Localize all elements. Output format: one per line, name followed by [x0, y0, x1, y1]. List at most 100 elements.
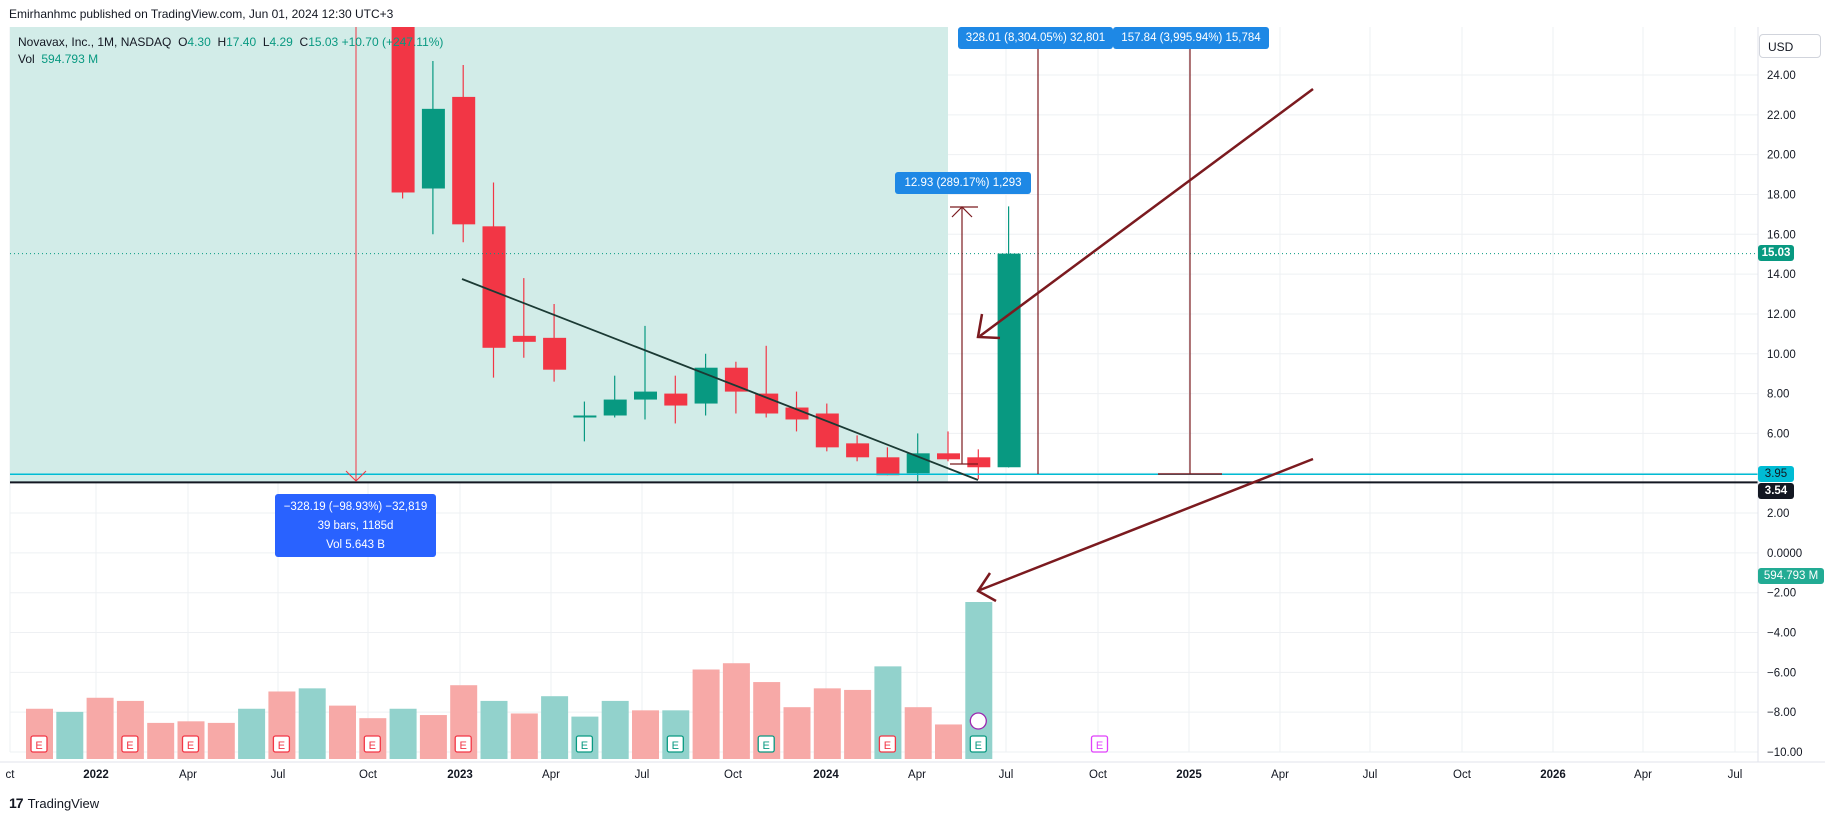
tradingview-icon: 17	[9, 795, 24, 811]
time-axis-label: Oct	[724, 769, 743, 781]
measurement-shade	[10, 27, 948, 482]
legend-low: 4.29	[269, 35, 293, 49]
price-axis-label: 16.00	[1767, 229, 1796, 241]
candle-body	[997, 253, 1021, 468]
volume-bars	[26, 602, 993, 759]
candle-body	[755, 393, 779, 414]
time-axis-label: Jul	[1728, 769, 1743, 781]
price-axis-label: 0.0000	[1767, 548, 1802, 560]
candle-body	[421, 108, 445, 189]
earnings-marker	[121, 735, 139, 753]
measure-drop-line1: −328.19 (−98.93%) −32,819	[283, 501, 428, 513]
volume-bar	[783, 707, 811, 759]
price-axis-label: −6.00	[1767, 667, 1796, 679]
volume-bar	[965, 602, 993, 759]
candle-body	[603, 399, 627, 416]
legend-high: 17.40	[226, 35, 257, 49]
chart-area[interactable]: E E E E E E E E E E E E 24.00 22.00 20.00 18.00 16.00 14…	[0, 22, 1835, 787]
legend-close: 15.03	[308, 35, 339, 49]
hline-tag-1: 3.95	[1758, 466, 1794, 482]
time-axis-label: 2023	[447, 769, 473, 781]
volume-bar	[692, 669, 720, 759]
volume-bar	[419, 715, 447, 759]
time-axis-label: ct	[6, 769, 16, 781]
measure-drop-box[interactable]: −328.19 (−98.93%) −32,819 39 bars, 1185d…	[275, 494, 436, 557]
legend-symbol: Novavax, Inc., 1M, NASDAQ	[18, 35, 172, 49]
volume-bar	[86, 697, 114, 759]
currency-button[interactable]: USD	[1759, 34, 1821, 58]
arrow-to-volume	[979, 457, 1314, 592]
candle-body	[937, 453, 960, 460]
volume-bar	[298, 688, 326, 759]
earnings-marker-label: E	[672, 740, 679, 752]
earnings-marker-label: E	[369, 740, 376, 752]
volume-bar	[935, 724, 962, 759]
volume-bar	[480, 700, 508, 759]
tradingview-logo[interactable]: 17 TradingView	[9, 795, 99, 811]
earnings-marker	[363, 735, 381, 753]
candle-body	[482, 226, 506, 348]
candle-body	[452, 96, 476, 225]
earnings-marker	[181, 735, 200, 753]
time-axis-label: 2024	[813, 769, 839, 781]
price-axis-label: 8.00	[1767, 389, 1789, 401]
volume-bar	[813, 688, 841, 759]
time-axis-label: Apr	[542, 769, 560, 781]
arrow-to-candle	[979, 87, 1314, 338]
earnings-marker-label: E	[1096, 740, 1103, 752]
arrow-to-volume-head	[976, 572, 997, 603]
candle-body	[573, 415, 597, 418]
candle-body	[543, 337, 567, 370]
candle-body	[876, 457, 900, 476]
candle-body	[664, 393, 688, 406]
earnings-marker-label: E	[763, 740, 770, 752]
horizontal-lines	[10, 253, 1758, 484]
earnings-marker-label: E	[278, 740, 285, 752]
price-axis-label: 2.00	[1767, 508, 1789, 520]
time-axis-label: Apr	[908, 769, 926, 781]
legend-high-label: H	[217, 35, 227, 49]
legend-change: +10.70 (+247.11%)	[341, 35, 444, 49]
earnings-marker-label: E	[884, 740, 891, 752]
measure-rise-arrowhead	[951, 206, 973, 218]
time-axis-label: Jul	[999, 769, 1014, 781]
candle-body	[634, 391, 657, 400]
earnings-marker-label: E	[581, 740, 588, 752]
time-axis-label: Jul	[1363, 769, 1378, 781]
chart-legend: Novavax, Inc., 1M, NASDAQ O4.30 H17.40 L…	[18, 34, 443, 68]
earnings-marker	[1090, 735, 1109, 753]
time-axis-label: Oct	[1453, 769, 1472, 781]
legend-open-label: O	[178, 35, 188, 49]
trend-drawings	[345, 27, 1314, 603]
last-price-tag: 15.03	[1758, 245, 1794, 261]
price-axis-label: 6.00	[1767, 428, 1789, 440]
measure-drop-line2: 39 bars, 1185d	[317, 520, 394, 532]
time-axis-label: 2022	[83, 769, 109, 781]
tradingview-brand: TradingView	[27, 795, 100, 811]
time-axis-label: Oct	[1089, 769, 1108, 781]
volume-bar	[601, 700, 629, 759]
volume-bar	[510, 713, 538, 759]
time-axis-label: 2026	[1540, 769, 1566, 781]
earnings-marker	[30, 735, 48, 753]
split-marker-icon	[969, 712, 987, 730]
candle-body	[846, 443, 870, 458]
volume-bar	[238, 708, 266, 759]
measure-rise-big2[interactable]: 157.84 (3,995.94%) 15,784	[1113, 27, 1269, 49]
price-axis-label: −10.00	[1767, 747, 1803, 759]
measure-rise-big1[interactable]: 328.01 (8,304.05%) 32,801	[958, 27, 1113, 49]
legend-open: 4.30	[187, 35, 211, 49]
volume-bar	[389, 708, 417, 759]
measure-drop-line3: Vol 5.643 B	[326, 539, 385, 551]
legend-vol-label: Vol	[18, 52, 35, 66]
earnings-marker-label: E	[35, 740, 42, 752]
measure-rise-small[interactable]: 12.93 (289.17%) 1,293	[895, 172, 1031, 194]
earnings-marker	[878, 735, 897, 753]
price-chart-svg[interactable]: E E E E E E E E E E E E 24.00 22.00 20.00 18.00 16.00 14…	[0, 22, 1835, 787]
earnings-marker	[272, 735, 291, 753]
arrow-to-candle-head	[976, 313, 1001, 340]
candles	[391, 22, 1021, 482]
earnings-marker	[454, 735, 472, 753]
volume-bar	[844, 689, 872, 759]
